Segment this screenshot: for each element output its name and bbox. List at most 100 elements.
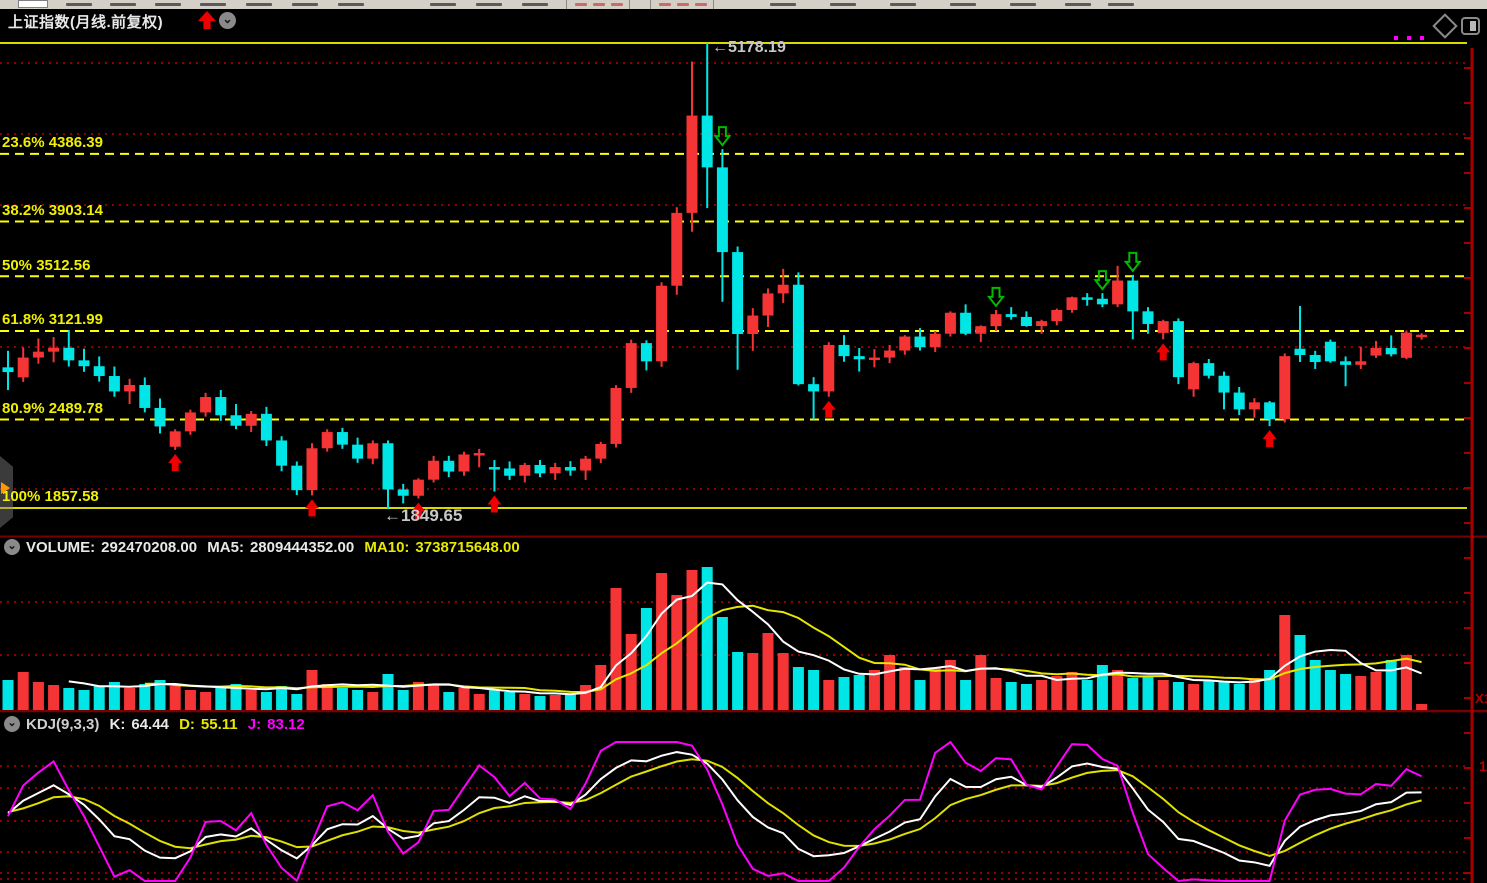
candle (1294, 306, 1306, 363)
trough-price-annotation: ←1849.65 (384, 506, 463, 525)
candle (1157, 319, 1169, 340)
candle (1279, 353, 1291, 423)
panel-layout-icon[interactable] (1461, 17, 1480, 35)
candle (1309, 350, 1321, 370)
candle (868, 349, 880, 368)
candle (534, 460, 546, 478)
menu-fragment (476, 3, 502, 6)
menu-fragment (830, 3, 856, 6)
candle (1218, 371, 1230, 410)
candle (595, 441, 607, 464)
candle (367, 440, 379, 465)
d-label: D: (179, 716, 195, 733)
pane-separators (0, 535, 1487, 713)
signal-arrows-layer (168, 126, 1277, 520)
candle (169, 429, 181, 450)
candle (17, 347, 29, 382)
k-value: 64.44 (131, 716, 169, 733)
ma5-value: 2809444352.00 (249, 539, 355, 556)
candle (656, 282, 668, 367)
candle (1355, 346, 1367, 370)
candle (458, 451, 470, 476)
candle (139, 377, 151, 413)
candle (914, 328, 926, 351)
indicator-dot (1407, 36, 1411, 40)
menu-fragment (200, 3, 226, 6)
candle (580, 455, 592, 480)
candle (762, 288, 774, 328)
candle (473, 448, 485, 468)
candle (823, 342, 835, 397)
candle (610, 385, 622, 448)
candle (549, 462, 561, 480)
candle (990, 309, 1002, 331)
candle (960, 304, 972, 336)
volume-ma10-line (144, 604, 1422, 694)
candle (1005, 307, 1017, 320)
menu-fragment (770, 3, 796, 6)
j-label: J: (247, 716, 262, 733)
sell-signal-arrow (1123, 251, 1142, 273)
menu-fragment (650, 0, 714, 9)
candle (276, 436, 288, 472)
candle (1385, 335, 1397, 357)
grid-layer (0, 62, 1470, 880)
sell-signal-arrow (713, 126, 732, 147)
candle (1142, 307, 1154, 334)
candle (230, 404, 242, 430)
candle (32, 338, 44, 364)
trend-up-arrow-icon (198, 11, 216, 29)
candle (1112, 265, 1124, 308)
candle (260, 406, 272, 447)
buy-signal-arrow (305, 499, 319, 517)
menu-fragment (890, 3, 916, 6)
menu-fragment (430, 3, 456, 6)
volume-value: 292470208.00 (101, 539, 198, 556)
volume-axis-scale-label: X1 (1475, 691, 1487, 706)
candle (1203, 358, 1215, 379)
left-drawer-arrow-icon[interactable] (1, 482, 10, 494)
menu-fragment (522, 3, 548, 6)
sell-signal-arrow (986, 286, 1006, 308)
j-value: 83.12 (267, 716, 305, 733)
right-axis (1464, 48, 1474, 883)
menu-fragment (1010, 3, 1036, 6)
indicator-dot (1420, 36, 1424, 40)
candle (792, 272, 804, 386)
fib-label-61-8: 61.8% 3121.99 (2, 311, 103, 328)
candle (154, 398, 166, 434)
candle (747, 308, 759, 351)
peak-price-annotation: ←5178.19 (712, 39, 786, 56)
candle (625, 339, 637, 393)
candle (48, 337, 60, 363)
kdj-label: KDJ(9,3,3) (26, 716, 100, 733)
menu-fragment (1108, 3, 1134, 6)
volume-collapse-icon[interactable]: ⌄ (4, 539, 20, 555)
menu-fragment (155, 3, 181, 6)
d-value: 55.11 (200, 716, 238, 733)
buy-signal-arrow (411, 502, 426, 520)
fib-label-100: 100% 1857.58 (2, 488, 99, 505)
kdj-d-line (7, 758, 1422, 857)
menu-fragment (18, 0, 48, 8)
candle (1127, 274, 1139, 340)
candle (884, 344, 896, 364)
candle (200, 392, 212, 417)
menu-fragment (292, 3, 318, 6)
fib-label-23-6: 23.6% 4386.39 (2, 134, 103, 151)
candle (975, 325, 987, 343)
candle (306, 443, 318, 496)
kdj-collapse-icon[interactable]: ⌄ (4, 716, 20, 732)
buy-signal-arrow (821, 400, 836, 418)
candle (397, 483, 409, 504)
candle (1400, 330, 1412, 360)
candle (1020, 311, 1032, 327)
candle (1324, 339, 1336, 363)
candle (321, 429, 333, 452)
title-collapse-icon[interactable]: ⌄ (219, 12, 236, 29)
menu-fragment (66, 3, 92, 6)
candle (124, 378, 136, 405)
buy-signal-arrow (1262, 430, 1277, 448)
